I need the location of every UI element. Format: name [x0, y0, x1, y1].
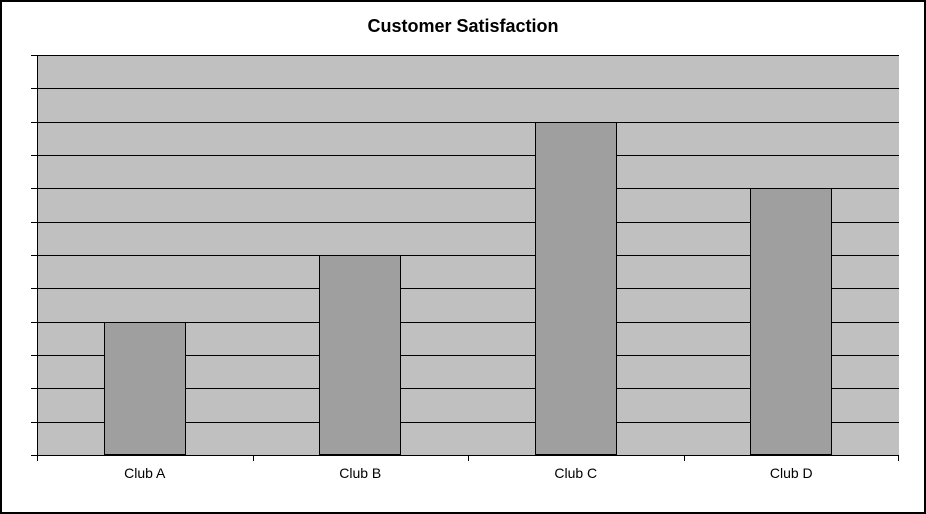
- bar-club-b: [319, 255, 401, 455]
- gridline: [37, 88, 899, 89]
- chart-title: Customer Satisfaction: [2, 16, 924, 37]
- x-label-club-a: Club A: [124, 465, 165, 481]
- chart-outer-frame: Customer Satisfaction Club A Club B Club C…: [0, 0, 926, 514]
- gridline: [37, 155, 899, 156]
- gridline: [37, 55, 899, 56]
- x-tick: [37, 455, 38, 461]
- x-label-club-d: Club D: [770, 465, 813, 481]
- x-axis-labels: Club A Club B Club C Club D: [37, 465, 899, 501]
- bar-club-a: [104, 322, 186, 455]
- chart-frame: Club A Club B Club C Club D: [7, 55, 919, 491]
- x-label-club-c: Club C: [554, 465, 597, 481]
- plot-area: [37, 55, 899, 455]
- x-tick: [468, 455, 469, 461]
- bar-club-d: [750, 188, 832, 455]
- x-tick: [253, 455, 254, 461]
- x-tick: [898, 455, 899, 461]
- x-tick: [684, 455, 685, 461]
- y-axis: [37, 55, 38, 455]
- bar-club-c: [535, 122, 617, 455]
- x-label-club-b: Club B: [339, 465, 381, 481]
- gridline: [37, 122, 899, 123]
